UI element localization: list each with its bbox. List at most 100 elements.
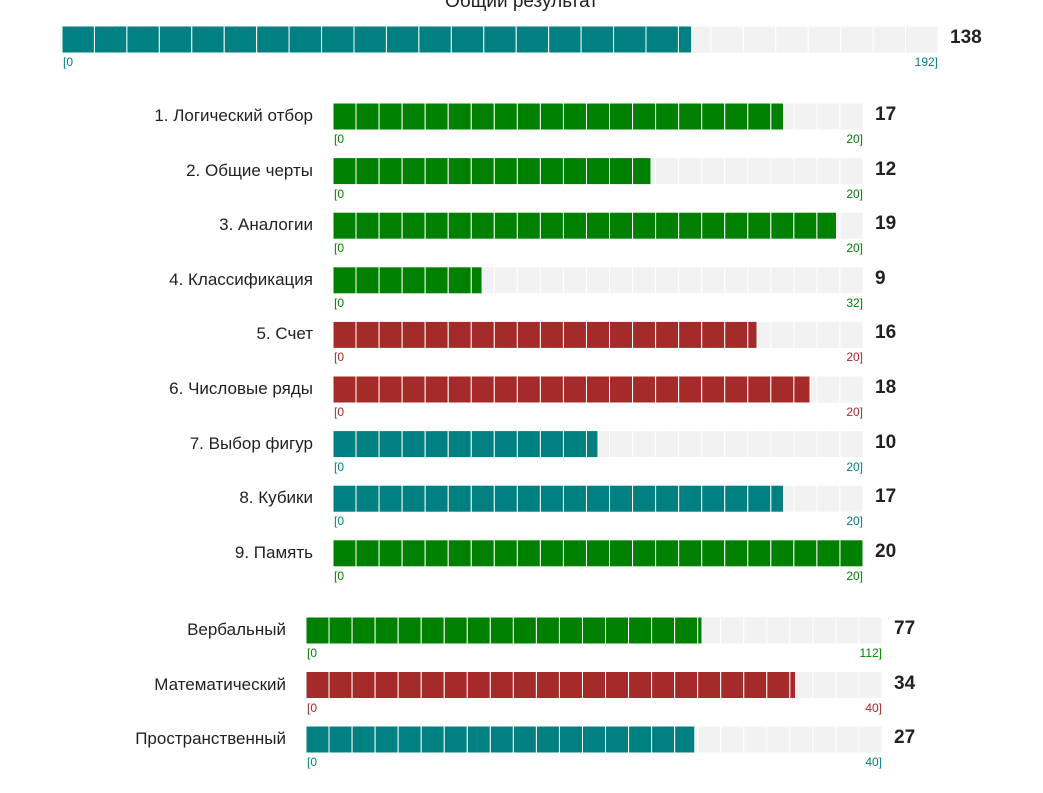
subtest-2-bar-track-segment	[655, 157, 680, 186]
subtest-5-bar-fill-segment	[401, 320, 426, 349]
total-bar-fill-segment	[515, 25, 550, 54]
subtest-5-bar-fill-segment	[747, 320, 758, 349]
group-1-bar-track-segment	[743, 616, 768, 645]
subtest-4-bar-track-segment	[655, 266, 680, 295]
subtest-5-bar-fill-segment	[447, 320, 472, 349]
subtest-2-bar-fill-segment	[516, 157, 541, 186]
group-3-bar-fill-segment	[581, 725, 607, 754]
subtest-7-bar-fill-segment	[424, 430, 449, 459]
subtest-4-bar-fill-segment	[401, 266, 426, 295]
subtest-8-bar-fill-segment	[724, 484, 749, 513]
subtest-8-bar-fill-segment	[701, 484, 726, 513]
subtest-9-bar-fill-segment	[424, 539, 449, 568]
subtest-7-bar-track-segment	[816, 430, 841, 459]
group-2-bar-fill-segment	[397, 671, 422, 699]
group-3-bar-fill-segment	[535, 725, 560, 754]
total-bar-fill-segment	[385, 25, 420, 54]
subtest-3-bar-fill-segment	[747, 211, 772, 240]
subtest-9-bar-fill-segment	[470, 539, 495, 568]
subtest-1-bar-fill-segment	[585, 102, 611, 131]
subtest-7-bar-range-max: 20]	[846, 459, 863, 474]
subtest-2-bar-range-max: 20]	[846, 186, 863, 201]
subtest-6-bar-fill-segment	[770, 375, 795, 404]
group-3-bar-fill-segment	[651, 725, 676, 754]
group-1-bar-fill-segment	[605, 616, 630, 645]
subtest-3-bar-fill-segment	[609, 211, 634, 240]
group-2-bar-fill-segment	[535, 671, 560, 699]
subtest-8-bar-label: 8. Кубики	[239, 488, 313, 508]
subtest-4-bar-track-segment	[516, 266, 541, 295]
subtest-2-bar-range-min: [0	[334, 186, 345, 201]
subtest-4-bar-track-segment	[839, 266, 864, 295]
subtest-4-bar-track-segment	[493, 266, 518, 295]
subtest-7-bar-track-segment	[632, 430, 657, 459]
group-3-bar-track-segment	[812, 725, 837, 754]
subtest-4-bar-fill-segment	[424, 266, 449, 295]
subtest-6-bar-fill-segment	[355, 375, 380, 404]
subtest-9-bar-label: 9. Память	[234, 542, 313, 562]
group-3-bar-fill-segment	[351, 725, 376, 754]
subtest-1-bar-fill-segment	[447, 102, 472, 131]
subtest-1-bar-fill-segment	[378, 102, 403, 131]
subtest-9-bar-fill-segment	[678, 539, 703, 568]
subtest-5-bar-fill-segment	[724, 320, 749, 349]
group-2-bar-fill-segment	[328, 671, 353, 699]
subtest-5-bar-value: 16	[875, 322, 897, 344]
group-3-bar-track-segment	[720, 725, 745, 754]
subtest-3-bar-value: 19	[875, 213, 897, 235]
subtest-9-bar-fill-segment	[585, 539, 611, 568]
subtest-8-bar-value: 17	[875, 486, 897, 508]
subtest-1-bar-fill-segment	[516, 102, 541, 131]
subtest-3-bar-fill-segment	[539, 211, 564, 240]
group-1-bar-range-max: 112]	[859, 646, 882, 660]
group-1-bar-fill-segment	[328, 616, 353, 645]
subtest-5-bar-track-segment	[816, 320, 841, 349]
subtest-9-bar-fill-segment	[493, 539, 518, 568]
subtest-1-bar-range-max: 20]	[846, 132, 863, 146]
subtest-6-bar-fill-segment	[401, 375, 426, 404]
group-1-bar-track-segment	[858, 616, 883, 645]
subtest-5-bar-range-min: [0	[334, 350, 345, 365]
group-2-bar-fill-segment	[605, 671, 630, 699]
subtest-7-bar-range-min: [0	[334, 459, 345, 474]
subtest-2-bar-track-segment	[724, 157, 749, 186]
subtest-2-bar-fill-segment	[632, 157, 652, 186]
subtest-4-bar-track-segment	[632, 266, 657, 295]
subtest-3-bar-range-max: 20]	[846, 241, 863, 256]
group-1-bar-fill-segment	[443, 616, 468, 645]
subtest-2-bar-track-segment	[793, 157, 818, 186]
subtest-8-bar-fill-segment	[539, 484, 564, 513]
subtest-3-bar-fill-segment	[655, 211, 680, 240]
subtest-5-bar-fill-segment	[562, 320, 587, 349]
group-3-bar-track-segment	[766, 725, 791, 754]
group-2-bar-fill-segment	[697, 671, 722, 699]
subtest-5-bar-fill-segment	[701, 320, 726, 349]
subtest-1-bar-fill-segment	[470, 102, 495, 131]
subtest-3-bar-fill-segment	[378, 211, 403, 240]
group-3-bar-fill-segment	[328, 725, 353, 754]
subtest-4-bar-fill-segment	[470, 266, 483, 295]
subtest-3-bar-fill-segment	[678, 211, 703, 240]
subtest-1-bar-fill-segment	[678, 102, 703, 131]
group-1-bar-fill-segment	[512, 616, 537, 645]
subtest-2-bar-value: 12	[875, 158, 897, 180]
subtest-9-bar-fill-segment	[562, 539, 587, 568]
subtest-6-bar-fill-segment	[470, 375, 495, 404]
subtest-3-bar-fill-segment	[585, 211, 611, 240]
subtest-2-bar-fill-segment	[447, 157, 472, 186]
group-3-bar-track-segment	[697, 725, 722, 754]
group-3-bar-fill-segment	[605, 725, 630, 754]
subtest-1-bar-fill-segment	[724, 102, 749, 131]
subtest-5-bar-fill-segment	[378, 320, 403, 349]
subtest-4-bar-label: 4. Классификация	[169, 269, 313, 289]
subtest-3-bar-fill-segment	[516, 211, 541, 240]
subtest-2-bar-track-segment	[839, 157, 864, 186]
subtest-2-bar-track-segment	[678, 157, 703, 186]
subtest-7-bar-fill-segment	[355, 430, 380, 459]
group-1-bar-fill-segment	[397, 616, 422, 645]
subtest-9-bar-fill-segment	[447, 539, 472, 568]
subtest-2-bar-fill-segment	[355, 157, 380, 186]
group-3-bar-fill-segment	[420, 725, 445, 754]
subtest-6-bar-fill-segment	[424, 375, 449, 404]
subtest-6-bar-fill-segment	[655, 375, 680, 404]
